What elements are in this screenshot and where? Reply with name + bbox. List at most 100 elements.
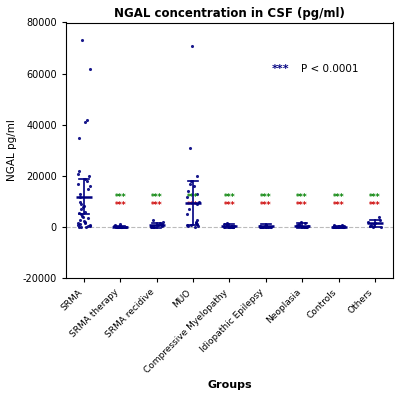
Point — [187, 181, 193, 187]
Text: ***: *** — [187, 201, 199, 210]
Point — [220, 221, 227, 227]
Point — [334, 224, 341, 230]
Point — [81, 218, 87, 224]
Point — [192, 219, 199, 225]
Point — [183, 211, 190, 218]
Point — [298, 219, 304, 225]
Point — [79, 37, 86, 44]
Point — [336, 223, 342, 229]
Text: ***: *** — [333, 193, 344, 202]
Point — [82, 209, 89, 215]
Text: ***: *** — [187, 193, 199, 202]
Point — [331, 222, 338, 228]
Point — [80, 204, 86, 210]
Point — [196, 198, 203, 205]
Point — [262, 223, 268, 229]
Point — [112, 222, 118, 228]
Point — [159, 222, 165, 228]
Point — [230, 224, 236, 230]
Point — [256, 224, 263, 230]
Point — [194, 191, 200, 197]
Point — [118, 224, 124, 230]
Point — [304, 223, 311, 229]
Point — [78, 201, 84, 208]
Point — [76, 135, 83, 141]
Text: ***: *** — [151, 193, 162, 202]
Text: ***: *** — [260, 193, 272, 202]
Point — [76, 168, 83, 174]
Point — [82, 119, 88, 125]
Point — [367, 223, 373, 229]
X-axis label: Groups: Groups — [207, 380, 252, 390]
Point — [302, 220, 309, 227]
Text: ***: *** — [114, 193, 126, 202]
Point — [376, 214, 382, 220]
Point — [80, 214, 86, 220]
Point — [86, 173, 92, 179]
Point — [77, 191, 83, 197]
Point — [258, 224, 264, 230]
Point — [79, 213, 86, 219]
Point — [368, 222, 374, 228]
Point — [332, 224, 338, 230]
Text: ***: *** — [369, 193, 381, 202]
Point — [260, 224, 266, 230]
Point — [264, 224, 271, 230]
Point — [301, 224, 307, 230]
Point — [263, 222, 269, 228]
Point — [159, 221, 166, 227]
Point — [256, 223, 263, 229]
Text: ***: *** — [114, 201, 126, 210]
Point — [157, 220, 164, 227]
Point — [330, 224, 337, 230]
Text: ***: *** — [224, 193, 235, 202]
Text: ***: *** — [151, 201, 162, 210]
Point — [370, 221, 377, 227]
Point — [268, 224, 274, 230]
Point — [117, 223, 124, 229]
Point — [229, 224, 236, 230]
Point — [224, 222, 230, 228]
Point — [193, 220, 199, 227]
Point — [187, 145, 193, 151]
Point — [221, 224, 228, 230]
Point — [188, 42, 195, 49]
Point — [85, 186, 92, 192]
Point — [262, 222, 269, 228]
Point — [84, 215, 91, 222]
Point — [231, 223, 238, 229]
Point — [194, 201, 200, 208]
Text: P < 0.0001: P < 0.0001 — [302, 64, 359, 73]
Point — [365, 219, 372, 225]
Point — [333, 224, 339, 230]
Point — [75, 222, 82, 228]
Point — [87, 183, 93, 189]
Point — [378, 224, 384, 230]
Point — [122, 224, 129, 230]
Point — [114, 224, 120, 230]
Point — [340, 223, 347, 229]
Point — [229, 223, 236, 229]
Point — [77, 198, 83, 205]
Point — [339, 222, 346, 228]
Point — [296, 222, 302, 228]
Point — [227, 224, 234, 230]
Point — [119, 224, 126, 230]
Text: ***: *** — [369, 201, 381, 210]
Point — [160, 219, 166, 225]
Point — [83, 224, 90, 230]
Point — [370, 224, 376, 230]
Point — [339, 224, 346, 230]
Point — [263, 224, 269, 230]
Point — [151, 224, 158, 230]
Point — [188, 178, 194, 184]
Point — [259, 224, 266, 230]
Point — [76, 221, 83, 227]
Point — [192, 224, 198, 230]
Point — [224, 222, 230, 228]
Point — [78, 211, 84, 218]
Point — [340, 224, 347, 230]
Point — [190, 183, 197, 189]
Point — [228, 223, 234, 229]
Text: ***: *** — [296, 193, 308, 202]
